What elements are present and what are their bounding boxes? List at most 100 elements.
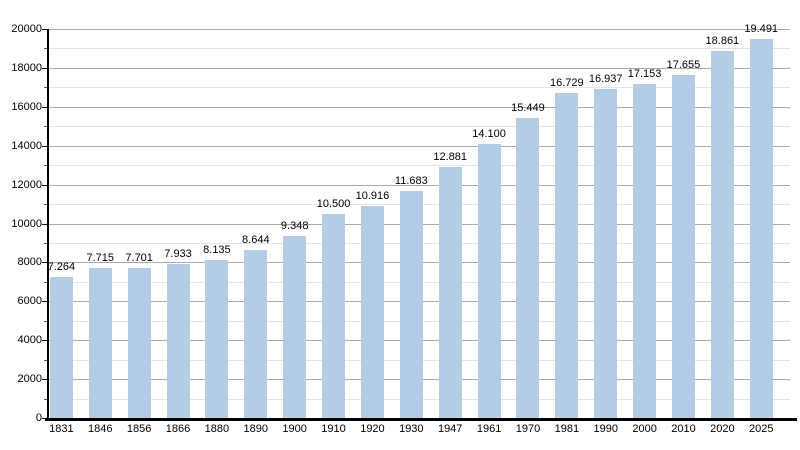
bar-value-label-2025: 19.491 — [744, 23, 779, 35]
bar-2025 — [749, 39, 773, 418]
bar-value-label-1900: 9.348 — [280, 220, 309, 232]
y-tick-minor — [44, 204, 47, 206]
bar-value-label-1920: 10.916 — [355, 190, 390, 202]
bar-1846 — [88, 268, 112, 418]
x-axis-label-1990: 1990 — [593, 423, 618, 435]
bar-value-label-1890: 8.644 — [242, 234, 270, 246]
x-axis-label-1856: 1856 — [126, 423, 152, 435]
gridline-major — [49, 106, 790, 108]
gridline-major — [49, 67, 790, 69]
bar-1990 — [594, 89, 618, 418]
x-axis-label-2025: 2025 — [748, 423, 774, 435]
gridline-major — [49, 184, 790, 186]
y-tick-major — [42, 301, 47, 303]
bar-1961 — [477, 144, 501, 418]
y-tick-minor — [44, 242, 47, 244]
x-axis-label-2000: 2000 — [632, 423, 657, 435]
plot-area: 7.264 7.715 7.701 7.933 8.135 8.644 9.348 10.50… — [47, 24, 790, 418]
bar-value-label-1831: 7.264 — [47, 261, 76, 273]
x-axis-label-1920: 1920 — [360, 423, 385, 435]
y-axis-label-6000: 6000 — [17, 295, 42, 308]
y-axis-label-16000: 16000 — [11, 100, 42, 113]
bar-value-label-1846: 7.715 — [86, 252, 115, 264]
bar-1880 — [205, 260, 229, 418]
x-axis-label-1947: 1947 — [437, 423, 463, 435]
y-tick-minor — [44, 281, 47, 283]
x-axis-label-1866: 1866 — [165, 423, 191, 435]
y-tick-minor — [44, 87, 47, 89]
x-axis-label-1846: 1846 — [88, 423, 113, 435]
y-axis-label-18000: 18000 — [11, 61, 42, 74]
y-tick-major — [42, 145, 47, 147]
x-axis-label-1981: 1981 — [554, 423, 580, 435]
bar-1947 — [438, 167, 462, 418]
y-tick-minor — [44, 165, 47, 167]
bar-1920 — [360, 206, 384, 418]
x-axis-label-2020: 2020 — [710, 423, 735, 435]
bar-value-label-1866: 7.933 — [164, 248, 192, 260]
bar-1856 — [127, 268, 151, 418]
bar-value-label-1880: 8.135 — [203, 244, 231, 256]
x-axis-label-1910: 1910 — [321, 423, 346, 435]
gridline-minor — [49, 165, 790, 167]
y-tick-major — [42, 262, 47, 264]
bar-value-label-2020: 18.861 — [705, 35, 740, 47]
y-tick-minor — [44, 48, 47, 50]
x-axis-label-1831: 1831 — [49, 423, 74, 435]
y-tick-minor — [44, 398, 47, 400]
y-tick-major — [42, 340, 47, 342]
y-tick-major — [42, 184, 47, 186]
bar-value-label-2010: 17.655 — [666, 59, 701, 71]
x-axis-label-1900: 1900 — [282, 423, 307, 435]
bar-2010 — [671, 75, 695, 418]
x-axis-label-1890: 1890 — [243, 423, 269, 435]
bar-value-label-1910: 10.500 — [316, 198, 351, 210]
y-tick-major — [42, 67, 47, 69]
bar-2000 — [633, 84, 657, 418]
x-axis-label-1930: 1930 — [399, 423, 424, 435]
bar-1981 — [555, 93, 579, 418]
gridline-minor — [49, 126, 790, 128]
bar-1910 — [322, 214, 346, 418]
x-axis-label-1880: 1880 — [204, 423, 230, 435]
bar-1970 — [516, 118, 540, 418]
y-axis-label-14000: 14000 — [11, 139, 42, 152]
bar-value-label-1856: 7.701 — [125, 252, 153, 264]
x-axis-label-2010: 2010 — [671, 423, 696, 435]
gridline-minor — [49, 87, 790, 89]
bar-1890 — [244, 250, 268, 418]
gridline-major — [49, 29, 790, 30]
x-axis-label-1970: 1970 — [515, 423, 541, 435]
bar-value-label-1981: 16.729 — [550, 77, 584, 89]
gridline-major — [49, 145, 790, 147]
y-axis-label-4000: 4000 — [17, 334, 42, 347]
y-axis-label-8000: 8000 — [17, 256, 42, 269]
bar-2020 — [710, 51, 734, 418]
y-axis-label-20000: 20000 — [11, 23, 42, 35]
y-tick-major — [42, 106, 47, 108]
bar-value-label-1930: 11.683 — [394, 175, 428, 187]
y-axis-label-2000: 2000 — [17, 373, 42, 386]
y-axis-label-0: 0 — [35, 412, 42, 424]
y-tick-minor — [44, 126, 47, 128]
y-axis-line — [47, 29, 49, 419]
bar-1866 — [166, 264, 190, 418]
bar-value-label-1947: 12.881 — [433, 151, 468, 163]
y-tick-major — [42, 379, 47, 381]
y-axis-label-12000: 12000 — [11, 178, 42, 191]
bar-value-label-2000: 17.153 — [627, 68, 662, 80]
y-tick-minor — [44, 359, 47, 361]
y-axis-label-10000: 10000 — [11, 217, 42, 230]
y-tick-major — [42, 223, 47, 225]
x-axis-line — [45, 418, 797, 421]
y-tick-major — [42, 418, 47, 419]
bar-1900 — [283, 236, 307, 418]
x-axis-label-1961: 1961 — [476, 423, 502, 435]
gridline-minor — [49, 48, 790, 50]
bar-value-label-1961: 14.100 — [472, 128, 506, 140]
bar-1831 — [49, 277, 73, 418]
y-tick-major — [42, 29, 47, 30]
bar-value-label-1990: 16.937 — [588, 73, 623, 85]
bar-1930 — [399, 191, 423, 418]
